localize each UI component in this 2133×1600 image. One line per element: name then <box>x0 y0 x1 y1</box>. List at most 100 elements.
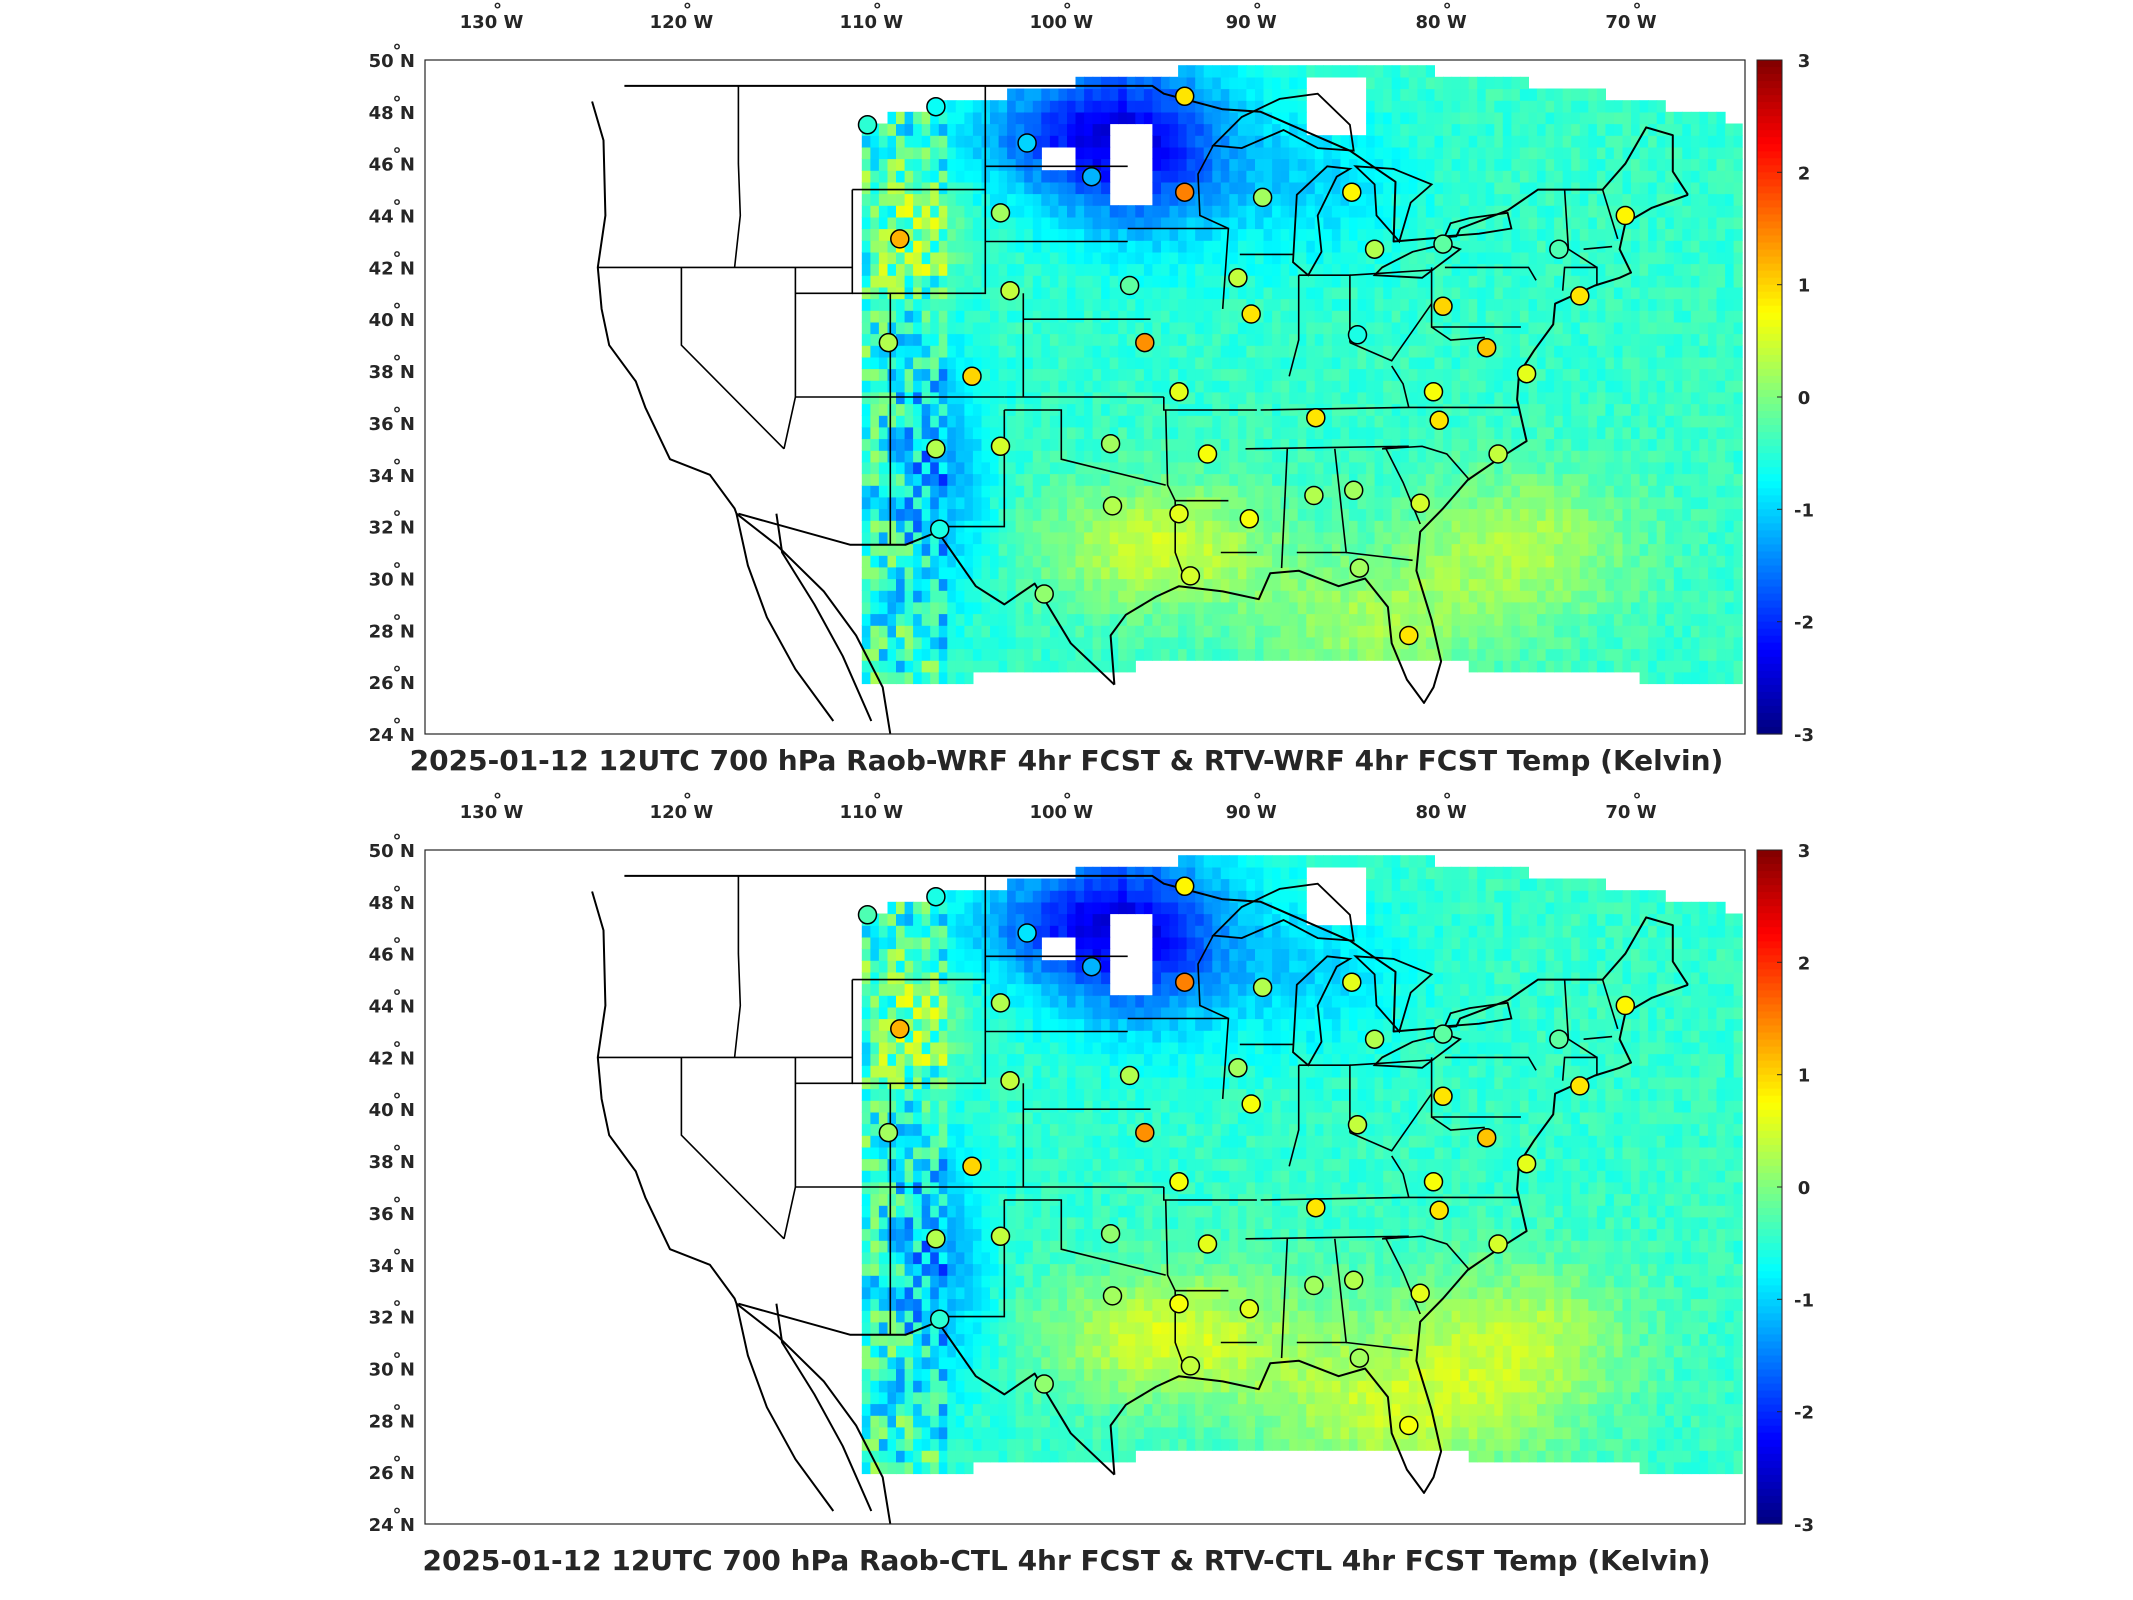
field-cell <box>1383 88 1393 101</box>
field-cell <box>1143 391 1153 405</box>
field-cell <box>1451 158 1461 171</box>
field-cell <box>1323 508 1333 521</box>
field-cell <box>1092 520 1102 533</box>
field-cell <box>1212 473 1222 486</box>
field-cell <box>1673 426 1683 440</box>
field-cell <box>1178 590 1188 603</box>
field-cell <box>1007 228 1017 241</box>
field-cell <box>1562 263 1572 276</box>
field-cell <box>1263 636 1273 650</box>
field-cell <box>972 275 982 288</box>
field-cell <box>1323 181 1333 195</box>
field-cell <box>1554 601 1564 615</box>
field-cell <box>1485 660 1495 673</box>
field-cell <box>1126 485 1136 498</box>
field-cell <box>955 228 965 241</box>
field-cell <box>1126 76 1136 90</box>
field-cell <box>1135 590 1145 603</box>
field-cell <box>1015 146 1025 160</box>
field-cell <box>998 380 1008 393</box>
field-cell <box>1596 228 1606 241</box>
field-cell <box>887 111 897 125</box>
field-cell <box>1101 473 1111 486</box>
field-cell <box>1690 216 1700 230</box>
field-cell <box>1485 508 1495 521</box>
field-cell <box>1323 286 1333 300</box>
field-cell <box>1639 310 1649 323</box>
field-cell <box>1331 368 1341 381</box>
field-cell <box>1007 601 1017 615</box>
field-cell <box>1220 345 1230 358</box>
field-cell <box>1263 76 1273 90</box>
field-cell <box>1237 228 1247 241</box>
field-cell <box>1161 298 1171 311</box>
field-cell <box>1084 263 1094 276</box>
field-cell <box>1041 566 1051 580</box>
field-cell <box>1699 240 1709 253</box>
field-cell <box>1596 123 1606 136</box>
field-cell <box>1255 65 1265 78</box>
field-cell <box>1366 310 1376 323</box>
field-cell <box>1425 100 1435 113</box>
field-cell <box>1280 88 1290 101</box>
field-cell <box>1280 181 1290 195</box>
field-cell <box>1554 158 1564 171</box>
field-cell <box>1494 310 1504 323</box>
field-cell <box>861 228 871 241</box>
field-cell <box>861 310 871 323</box>
field-cell <box>1109 240 1119 253</box>
field-cell <box>870 181 880 195</box>
field-cell <box>887 508 897 521</box>
field-cell <box>1297 135 1307 148</box>
field-cell <box>1349 286 1359 300</box>
field-cell <box>1220 543 1230 556</box>
field-cell <box>1314 263 1324 276</box>
field-cell <box>1135 345 1145 358</box>
field-cell <box>1195 286 1205 300</box>
field-cell <box>1443 228 1453 241</box>
field-cell <box>1383 636 1393 650</box>
field-cell <box>1032 193 1042 206</box>
field-cell <box>1502 403 1512 416</box>
field-cell <box>1024 578 1034 591</box>
field-cell <box>964 321 974 335</box>
field-cell <box>1323 345 1333 358</box>
field-cell <box>1468 275 1478 288</box>
field-cell <box>947 543 957 556</box>
field-cell <box>1084 76 1094 90</box>
field-cell <box>1297 181 1307 195</box>
field-cell <box>1588 426 1598 440</box>
field-cell <box>1502 135 1512 148</box>
field-cell <box>1460 543 1470 556</box>
field-cell <box>1178 216 1188 230</box>
field-cell <box>955 450 965 463</box>
field-cell <box>904 438 914 451</box>
field-cell <box>1049 88 1059 101</box>
field-cell <box>1084 461 1094 475</box>
field-cell <box>1613 625 1623 638</box>
field-cell <box>1588 100 1598 113</box>
field-cell <box>1425 111 1435 125</box>
field-cell <box>1015 438 1025 451</box>
field-cell <box>1272 531 1282 545</box>
field-cell <box>1331 450 1341 463</box>
field-cell <box>1246 321 1256 335</box>
field-cell <box>1178 531 1188 545</box>
field-cell <box>1554 450 1564 463</box>
field-cell <box>1408 601 1418 615</box>
field-cell <box>1229 601 1239 615</box>
field-cell <box>1220 228 1230 241</box>
field-cell <box>1545 216 1555 230</box>
field-cell <box>1528 216 1538 230</box>
field-cell <box>921 321 931 335</box>
field-cell <box>1058 403 1068 416</box>
field-cell <box>1443 275 1453 288</box>
field-cell <box>1528 310 1538 323</box>
field-cell <box>1443 333 1453 346</box>
field-cell <box>1024 380 1034 393</box>
field-cell <box>1460 636 1470 650</box>
field-cell <box>930 298 940 311</box>
field-cell <box>1554 123 1564 136</box>
field-cell <box>1708 135 1718 148</box>
field-cell <box>938 391 948 405</box>
